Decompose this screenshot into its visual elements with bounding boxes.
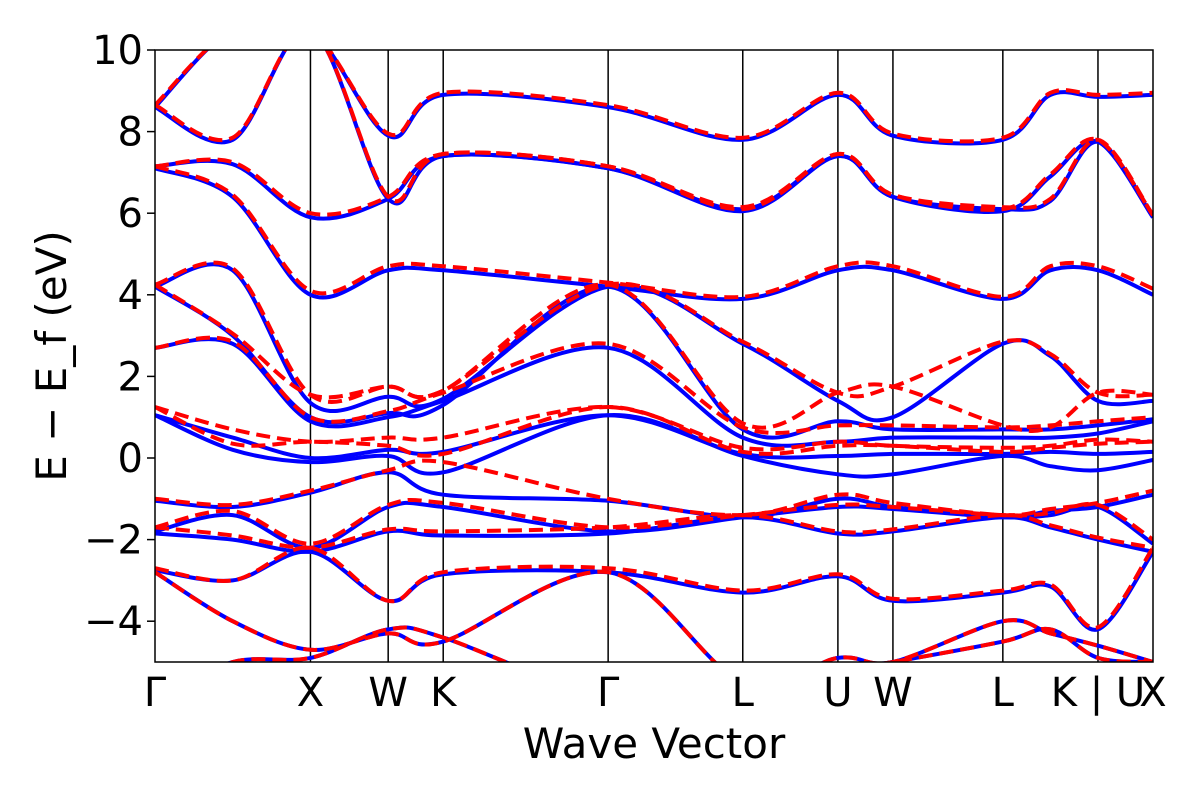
kpoint-label: W	[368, 670, 408, 716]
kpoint-label: K	[430, 670, 458, 716]
band-line-dashed	[155, 260, 1153, 404]
band-line-solid	[155, 166, 1153, 302]
band-line-dashed	[155, 458, 1153, 518]
kpoint-label: Γ	[597, 670, 620, 716]
kpoint-label: L	[992, 670, 1015, 716]
y-tick-label: 6	[118, 191, 143, 237]
band-line-dashed	[155, 513, 1153, 550]
y-ticks: −4 −2 0 2 4 6 8 10	[84, 28, 155, 645]
y-tick-label: 2	[118, 354, 143, 400]
y-tick-label: 4	[118, 273, 143, 319]
y-axis-label: E − E_f (eV)	[27, 230, 76, 481]
band-line-solid	[155, 50, 1153, 146]
band-line-dashed	[155, 50, 1153, 217]
y-tick-label: −4	[84, 599, 143, 645]
kpoint-label: K | U	[1051, 670, 1145, 716]
band-line-dashed	[155, 569, 1153, 662]
y-tick-label: 10	[92, 28, 143, 74]
kpoint-label: X	[297, 670, 324, 716]
band-line-dashed	[155, 335, 1153, 435]
plot-frame	[154, 49, 1154, 663]
band-line-solid	[155, 337, 1153, 448]
kpoint-label: X	[1139, 670, 1166, 716]
bands-layer	[155, 50, 1153, 662]
band-line-solid	[155, 50, 1153, 219]
band-line-dashed	[155, 164, 1153, 300]
x-axis-label: Wave Vector	[523, 719, 786, 768]
kpoint-label: U	[823, 670, 852, 716]
band-line-dashed	[155, 497, 1153, 546]
y-tick-label: −2	[84, 518, 143, 564]
band-line-solid	[225, 625, 1153, 662]
band-line-solid	[155, 413, 1153, 461]
band-line-dashed	[155, 137, 1153, 217]
kpoint-label: L	[732, 670, 755, 716]
kpoint-label: W	[873, 670, 913, 716]
band-line-dashed	[155, 404, 1153, 458]
band-line-dashed	[155, 545, 1153, 630]
y-tick-label: 8	[118, 110, 143, 156]
kpoint-label: Γ	[144, 670, 167, 716]
y-tick-label: 0	[118, 436, 143, 482]
